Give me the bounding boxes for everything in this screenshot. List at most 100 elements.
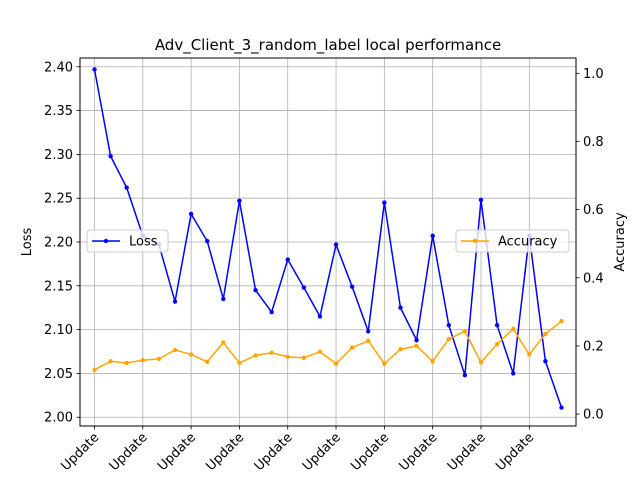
- left-y-tick-label: 2.25: [44, 192, 73, 207]
- accuracy-data-point: [285, 354, 290, 360]
- x-tick-label: Update: [348, 430, 392, 474]
- loss-data-point: [92, 67, 97, 72]
- accuracy-data-point: [430, 359, 435, 364]
- loss-data-point: [494, 323, 500, 328]
- accuracy-data-point: [301, 355, 307, 361]
- legend-accuracy: Accuracy: [455, 229, 570, 253]
- right-y-tick-label: 0.6: [583, 203, 604, 218]
- loss-data-point: [205, 238, 210, 244]
- loss-data-point: [559, 405, 564, 410]
- legend-label: Loss: [129, 235, 158, 250]
- loss-data-point: [269, 309, 274, 315]
- accuracy-data-point: [366, 338, 371, 344]
- accuracy-data-point: [527, 352, 532, 357]
- accuracy-data-point: [398, 347, 403, 352]
- accuracy-data-point: [92, 367, 97, 372]
- loss-data-point: [108, 153, 113, 159]
- left-y-axis-label: Loss: [20, 228, 35, 257]
- loss-data-point: [462, 372, 468, 378]
- x-tick-label: Update: [397, 430, 441, 474]
- accuracy-data-point: [172, 347, 178, 353]
- series-layer: [92, 67, 564, 410]
- x-tick-label: Update: [252, 430, 296, 474]
- left-y-tick-label: 2.10: [44, 323, 73, 338]
- right-y-tick-label: 1.0: [583, 67, 604, 82]
- loss-data-point: [398, 305, 403, 310]
- right-y-axis: 0.0 0.2 0.4 0.6 0.8 1.0: [576, 67, 604, 423]
- left-y-axis: 2.00 2.05 2.10 2.15 2.20 2.25 2.30 2.35 2.40: [44, 60, 80, 426]
- accuracy-data-point: [382, 361, 387, 366]
- loss-data-point: [172, 299, 178, 304]
- right-y-tick-label: 0.8: [583, 135, 604, 150]
- left-y-tick-label: 2.05: [44, 367, 73, 382]
- loss-series-line: [93, 69, 563, 408]
- legend-box: [86, 229, 169, 253]
- legend-loss: Loss: [86, 229, 169, 253]
- right-y-axis-label: Accuracy: [613, 212, 628, 272]
- accuracy-data-point: [349, 345, 355, 350]
- legend-marker-swatch: [472, 238, 478, 244]
- left-y-tick-label: 2.00: [44, 411, 73, 426]
- accuracy-data-point: [205, 359, 210, 365]
- loss-data-point: [478, 197, 484, 203]
- accuracy-data-point: [140, 358, 146, 363]
- accuracy-data-point: [317, 349, 323, 354]
- accuracy-data-point: [221, 340, 226, 345]
- accuracy-data-point: [543, 331, 548, 337]
- x-tick-label: Update: [203, 430, 247, 474]
- right-y-tick-label: 0.0: [583, 408, 604, 423]
- loss-data-point: [349, 284, 355, 289]
- accuracy-data-point: [269, 350, 274, 355]
- loss-data-point: [317, 314, 323, 319]
- right-y-tick-label: 0.2: [583, 339, 604, 354]
- accuracy-data-point: [559, 318, 564, 324]
- loss-data-point: [188, 211, 194, 217]
- accuracy-data-point: [108, 359, 113, 364]
- accuracy-data-point: [510, 326, 516, 332]
- x-axis: Update Update Update Update Update Update Upda…: [58, 426, 537, 474]
- left-y-tick-label: 2.35: [44, 104, 73, 119]
- loss-data-point: [543, 358, 548, 364]
- left-y-tick-label: 2.15: [44, 279, 73, 294]
- legend-marker-swatch: [103, 238, 109, 244]
- loss-data-point: [382, 200, 387, 205]
- accuracy-data-point: [188, 352, 194, 357]
- loss-data-point: [333, 242, 339, 247]
- loss-data-point: [510, 371, 516, 376]
- x-tick-label: Update: [493, 430, 537, 474]
- right-y-tick-label: 0.4: [583, 271, 604, 286]
- accuracy-data-point: [446, 336, 451, 342]
- accuracy-data-point: [124, 360, 129, 366]
- legend-box: [455, 229, 570, 253]
- loss-data-point: [414, 337, 419, 343]
- loss-data-point: [221, 296, 226, 302]
- legend-label: Accuracy: [498, 235, 558, 250]
- loss-data-point: [237, 198, 242, 204]
- x-tick-label: Update: [58, 430, 102, 474]
- x-tick-label: Update: [155, 430, 199, 474]
- accuracy-data-point: [462, 329, 468, 334]
- accuracy-data-point: [478, 360, 484, 365]
- accuracy-data-point: [237, 360, 242, 366]
- chart-title: Adv_Client_3_random_label local performa…: [155, 36, 501, 55]
- accuracy-data-point: [414, 343, 419, 349]
- loss-data-point: [301, 285, 307, 290]
- loss-data-point: [285, 257, 290, 262]
- loss-data-point: [430, 233, 435, 239]
- accuracy-series-line: [94, 320, 562, 371]
- x-tick-label: Update: [445, 430, 489, 474]
- left-y-tick-label: 2.40: [44, 60, 73, 75]
- left-y-tick-label: 2.20: [44, 236, 73, 251]
- left-y-tick-label: 2.30: [44, 148, 73, 163]
- accuracy-data-point: [253, 353, 258, 358]
- x-tick-label: Update: [300, 430, 344, 474]
- accuracy-data-point: [494, 342, 500, 347]
- x-tick-label: Update: [107, 430, 151, 474]
- loss-data-point: [446, 323, 451, 328]
- loss-data-point: [366, 329, 371, 334]
- accuracy-data-point: [333, 361, 339, 366]
- loss-data-point: [124, 185, 129, 190]
- loss-data-point: [253, 287, 258, 293]
